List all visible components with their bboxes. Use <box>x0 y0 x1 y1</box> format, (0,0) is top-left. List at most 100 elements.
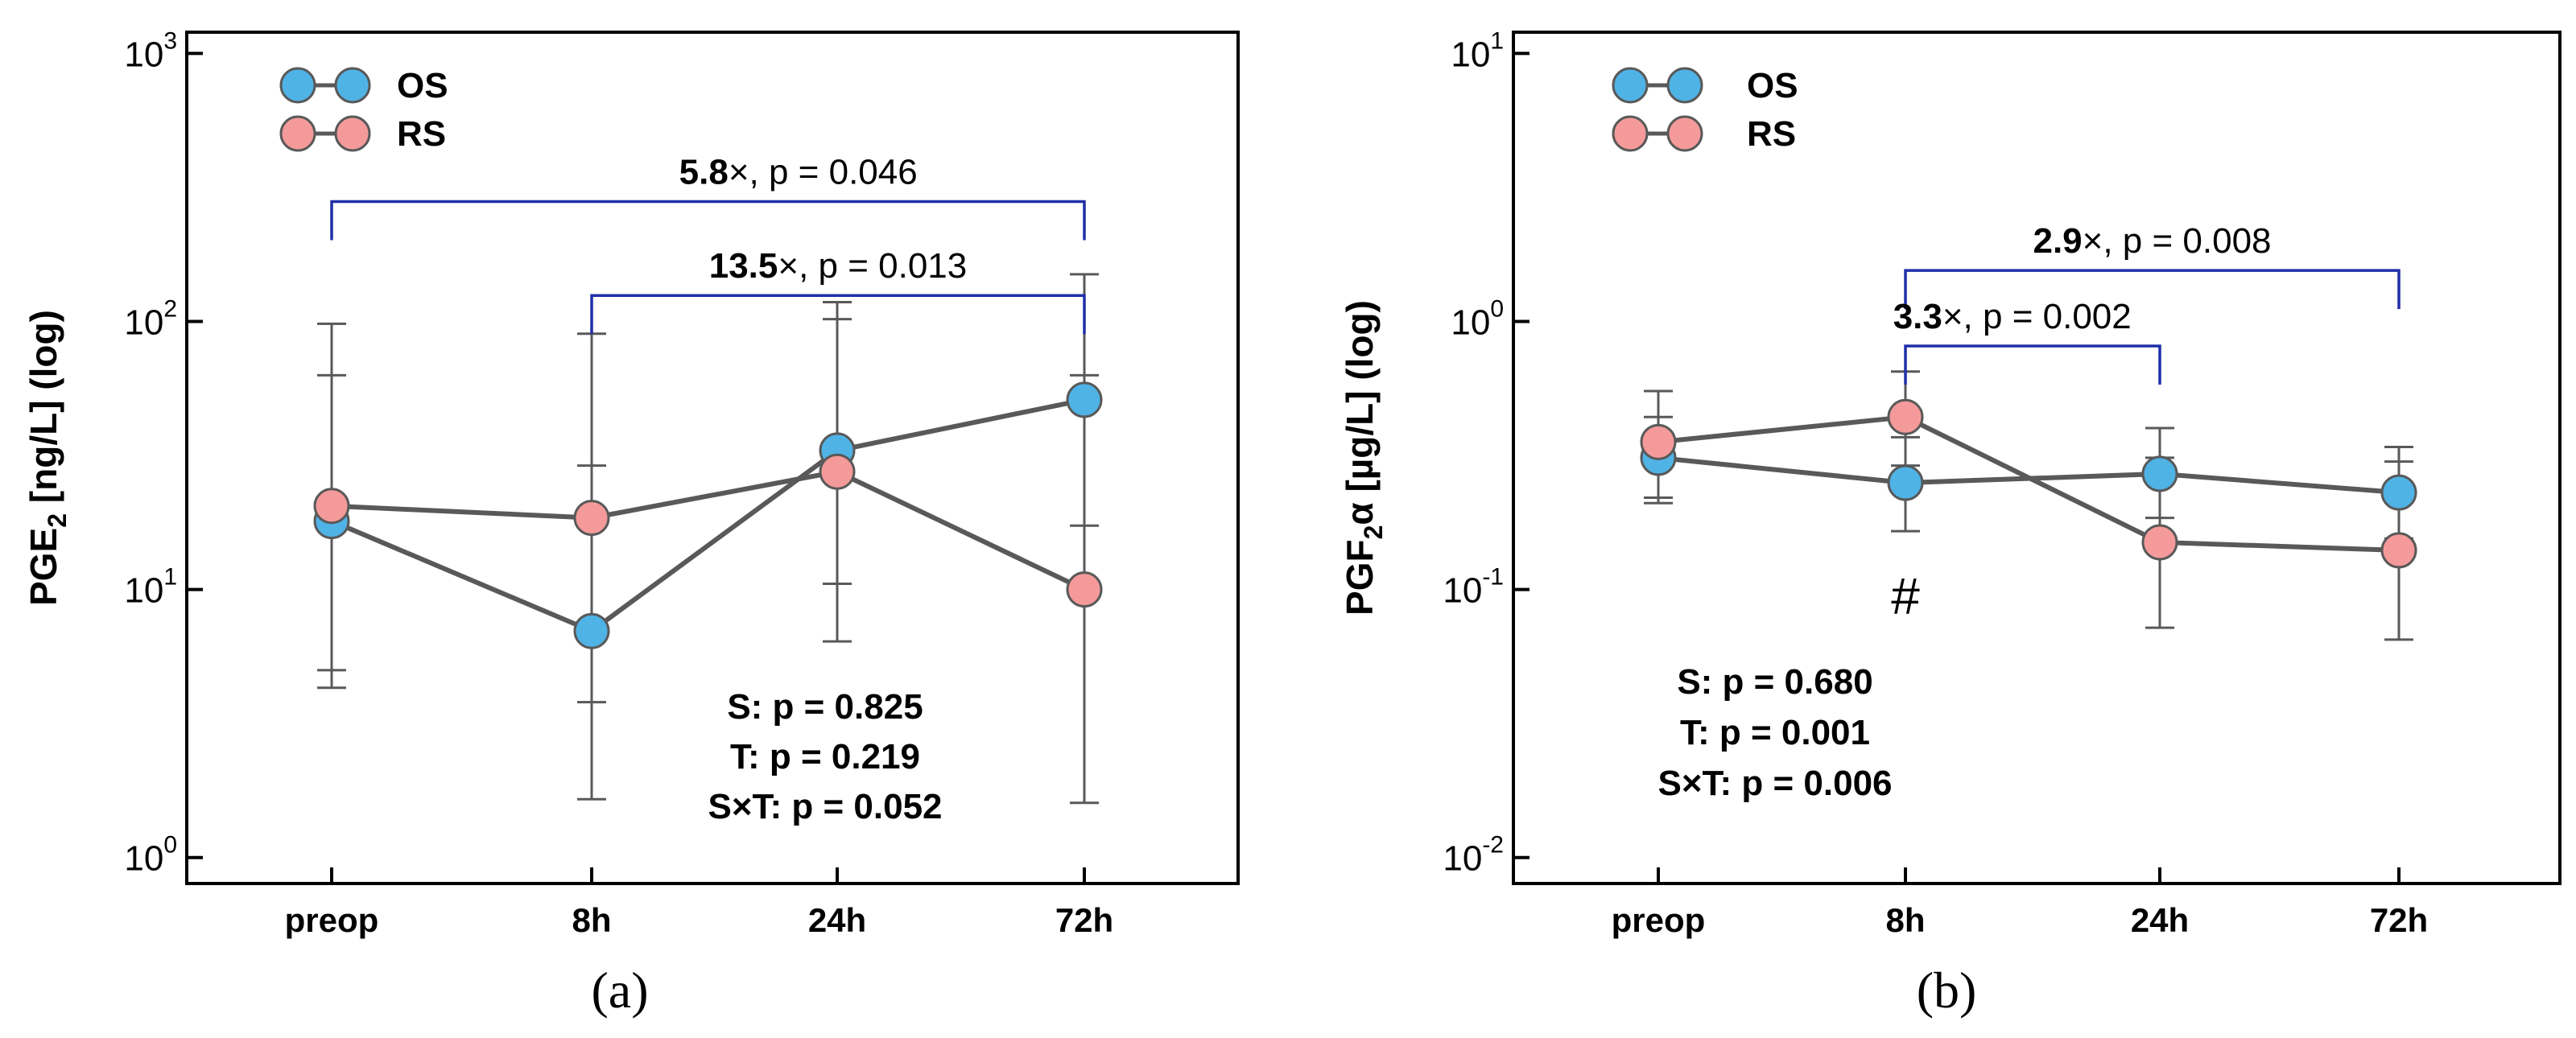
x-tick-label: 72h <box>2370 901 2428 939</box>
legend-label: OS <box>397 66 448 105</box>
y-tick-label: 102 <box>124 295 177 342</box>
bracket-label: 5.8×, p = 0.046 <box>679 153 918 192</box>
y-tick-label: 103 <box>124 27 177 74</box>
bracket-p-value: ×, p = 0.002 <box>1942 297 2132 336</box>
y-tick-label: 10-2 <box>1443 832 1504 879</box>
legend-label: OS <box>1747 66 1798 105</box>
significance-bracket: 2.9×, p = 0.008 <box>1904 221 2401 310</box>
legend-marker <box>279 67 316 104</box>
y-axis-label: PGF2α [µg/L] (log) <box>1339 300 1388 616</box>
significance-bracket: 3.3×, p = 0.002 <box>1893 297 2161 385</box>
data-point-rs <box>1887 398 1924 435</box>
y-tick-exponent: 1 <box>163 564 177 591</box>
y-tick-label: 100 <box>1451 295 1504 342</box>
y-axis-label-subscript: 2 <box>1359 525 1388 540</box>
legend-marker <box>334 115 371 152</box>
legend-marker <box>1612 67 1649 104</box>
y-tick-exponent: -2 <box>1482 832 1504 859</box>
bracket-fold-change: 5.8 <box>679 153 729 192</box>
y-axis-label-rest: α [µg/L] (log) <box>1339 300 1381 525</box>
y-axis-label: PGE2 [ng/L] (log) <box>23 310 72 606</box>
significance-bracket: 13.5×, p = 0.013 <box>590 246 1086 335</box>
plot-frame <box>1512 31 2562 885</box>
x-tick-label: 8h <box>572 901 611 939</box>
x-tick-label: preop <box>285 901 379 939</box>
y-tick-exponent: 0 <box>163 832 177 859</box>
series-line-os <box>330 397 1085 634</box>
bracket-p-value: ×, p = 0.008 <box>2083 221 2272 261</box>
stats-line: S×T: p = 0.052 <box>708 787 942 826</box>
x-tick-label: 24h <box>2131 901 2189 939</box>
y-tick-base: 10 <box>124 303 163 342</box>
stats-line: S: p = 0.825 <box>727 687 923 727</box>
x-tick-label: preop <box>1612 901 1706 939</box>
series-line-rs <box>331 469 1086 592</box>
data-point-rs <box>2141 524 2178 561</box>
legend-label: RS <box>1747 114 1796 154</box>
significance-bracket: 5.8×, p = 0.046 <box>330 153 1086 241</box>
y-tick-base: 10 <box>1451 303 1490 342</box>
data-point-rs <box>1066 571 1103 608</box>
legend-item-os: OS <box>279 66 448 105</box>
data-point-os <box>1887 464 1924 501</box>
y-tick-exponent: 3 <box>163 27 177 54</box>
bracket-fold-change: 13.5 <box>709 246 778 286</box>
x-tick-label: 24h <box>808 901 866 939</box>
y-tick-base: 10 <box>124 839 163 879</box>
data-point-rs <box>1640 423 1677 460</box>
data-point-rs <box>2380 532 2417 569</box>
y-tick-label: 10-1 <box>1443 564 1504 611</box>
bracket-fold-change: 3.3 <box>1893 297 1942 336</box>
y-tick-base: 10 <box>1443 571 1482 611</box>
bracket-p-value: ×, p = 0.013 <box>778 246 967 286</box>
bracket-label: 13.5×, p = 0.013 <box>709 246 968 286</box>
bracket-fold-change: 2.9 <box>2033 221 2082 261</box>
data-point-rs <box>573 500 610 537</box>
legend-item-rs: RS <box>279 114 446 154</box>
data-point-rs <box>313 488 350 525</box>
data-point-rs <box>819 453 856 490</box>
x-tick-label: 72h <box>1055 901 1113 939</box>
y-tick-exponent: -1 <box>1482 564 1504 591</box>
legend-marker <box>1666 115 1703 152</box>
y-tick-label: 101 <box>1451 27 1504 74</box>
series-line-rs <box>1657 414 2400 553</box>
y-axis-label-rest: [ng/L] (log) <box>23 310 64 513</box>
plot-frame <box>185 31 1240 885</box>
y-tick-base: 10 <box>124 35 163 74</box>
significance-mark: # <box>1891 567 1920 625</box>
data-point-os <box>2380 474 2417 511</box>
y-tick-base: 10 <box>1443 839 1482 879</box>
bracket-line <box>1904 269 2401 310</box>
y-tick-base: 10 <box>124 571 163 611</box>
bracket-line <box>1904 344 2161 385</box>
legend-item-rs: RS <box>1612 114 1796 154</box>
legend-marker <box>279 115 316 152</box>
y-tick-base: 10 <box>1451 35 1490 74</box>
panel-label: (a) <box>591 962 648 1019</box>
x-tick-label: 8h <box>1885 901 1925 939</box>
y-axis-label-main: PGE <box>23 528 64 606</box>
y-axis-label-main: PGF <box>1339 539 1381 616</box>
y-tick-exponent: 1 <box>1490 27 1504 54</box>
data-point-os <box>573 612 610 649</box>
stats-line: S: p = 0.680 <box>1677 662 1872 702</box>
data-point-os <box>1066 381 1103 418</box>
bracket-p-value: ×, p = 0.046 <box>729 153 918 192</box>
stats-line: T: p = 0.001 <box>1680 713 1870 752</box>
data-point-os <box>2141 455 2178 492</box>
bracket-label: 2.9×, p = 0.008 <box>2033 221 2271 261</box>
y-tick-exponent: 0 <box>1490 295 1504 322</box>
y-axis-label-subscript: 2 <box>43 513 72 528</box>
legend-marker <box>334 67 371 104</box>
legend-label: RS <box>397 114 446 154</box>
stats-line: S×T: p = 0.006 <box>1657 764 1892 803</box>
bracket-label: 3.3×, p = 0.002 <box>1893 297 2132 336</box>
bracket-line <box>330 200 1086 241</box>
y-tick-label: 101 <box>124 564 177 611</box>
y-tick-label: 100 <box>124 832 177 879</box>
bracket-line <box>590 294 1086 335</box>
legend-marker <box>1666 67 1703 104</box>
